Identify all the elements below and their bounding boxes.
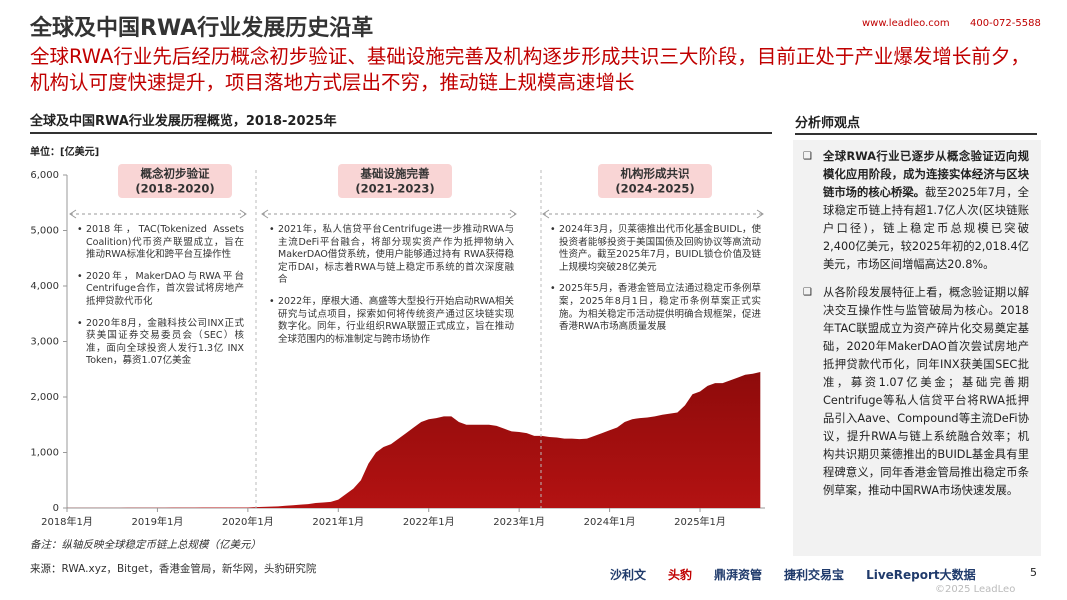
phase-items: 2024年3月，贝莱德推出代币化基金BUIDL，使投资者能够投资于美国国债及回购… <box>550 224 761 343</box>
y-tick-label: 0 <box>53 503 59 514</box>
x-tick-label: 2018年1月 <box>41 515 93 528</box>
phase-item: 2020年，MakerDAO与RWA平台Centrifuge合作，首次尝试将房地… <box>77 271 244 309</box>
phase-items: 2021年，私人信贷平台Centrifuge进一步推动RWA与主流DeFi平台融… <box>269 224 514 355</box>
phase-period: (2021-2023) <box>355 182 434 196</box>
phase-name: 概念初步验证 <box>141 167 210 181</box>
logo: 头豹 <box>668 568 693 582</box>
phase-item: 2025年5月，香港金管局立法通过稳定币条例草案，2025年8月1日，稳定币条例… <box>550 283 761 333</box>
x-tick-label: 2020年1月 <box>222 515 274 528</box>
logos: 沙利文 头豹 鼎湃资管 捷利交易宝 LiveReport大数据 <box>610 566 976 583</box>
analyst-title: 分析师观点 <box>795 112 1037 135</box>
chart-title: 全球及中国RWA行业发展历程概览，2018-2025年 <box>30 110 772 134</box>
phase-box <box>338 164 452 198</box>
phase-item: 2024年3月，贝莱德推出代币化基金BUIDL，使投资者能够投资于美国国债及回购… <box>550 224 761 274</box>
subtitle: 全球RWA行业先后经历概念初步验证、基础设施完善及机构逐步形成共识三大阶段，目前… <box>30 45 1030 94</box>
chart: 0 1,000 2,000 3,000 4,000 5,000 6,000 2018年1月 20… <box>30 164 765 528</box>
phase-period: (2018-2020) <box>135 182 214 196</box>
logo: 捷利交易宝 <box>784 568 845 582</box>
analyst-text: 从各阶段发展特征上看，概念验证期以解决交互操作性与监管破局为核心。2018年TA… <box>823 286 1029 497</box>
phase-item: 2021年，私人信贷平台Centrifuge进一步推动RWA与主流DeFi平台融… <box>269 224 514 287</box>
phase-name: 基础设施完善 <box>360 167 430 181</box>
phase-box <box>118 164 232 198</box>
arrow-head <box>69 209 247 219</box>
unit: 单位：[亿美元] <box>30 147 100 158</box>
y-tick-label: 4,000 <box>30 281 59 292</box>
analyst-point: 从各阶段发展特征上看，概念验证期以解决交互操作性与监管破局为核心。2018年TA… <box>803 284 1029 500</box>
arrow-head <box>542 209 764 219</box>
page-number: 5 <box>1030 566 1037 579</box>
source: 来源：RWA.xyz，Bitget，香港金管局，新华网，头豹研究院 <box>30 563 317 575</box>
phase-items: 2018年，TAC(Tokenized Assets Coalition)代币资… <box>77 224 244 377</box>
x-tick-label: 2022年1月 <box>403 515 455 528</box>
logo: LiveReport大数据 <box>866 568 976 582</box>
y-tick-label: 3,000 <box>30 337 59 348</box>
page-title: 全球及中国RWA行业发展历史沿革 <box>30 16 374 41</box>
note: 备注：纵轴反映全球稳定币链上总规模（亿美元） <box>30 539 261 551</box>
phone: 400-072-5588 <box>970 18 1041 29</box>
y-tick-label: 2,000 <box>30 392 59 403</box>
analyst-bold: 全球RWA行业已逐步从概念验证迈向规模化应用阶段，成为连接实体经济与区块链市场的… <box>823 150 1029 199</box>
x-tick-label: 2019年1月 <box>132 515 184 528</box>
phase-item: 2020年8月，金融科技公司INX正式获美国证券交易委员会（SEC）核准，面向全… <box>77 318 244 368</box>
x-tick-label: 2024年1月 <box>584 515 636 528</box>
analyst-box: 全球RWA行业已逐步从概念验证迈向规模化应用阶段，成为连接实体经济与区块链市场的… <box>793 140 1041 556</box>
x-tick-label: 2025年1月 <box>674 515 726 528</box>
phase-period: (2024-2025) <box>615 182 694 196</box>
x-tick-label: 2023年1月 <box>493 515 545 528</box>
area <box>67 372 761 508</box>
phase-item: 2018年，TAC(Tokenized Assets Coalition)代币资… <box>77 224 244 262</box>
copyright: ©2025 LeadLeo <box>935 584 1016 595</box>
phase-name: 机构形成共识 <box>621 167 690 181</box>
analyst-text: 截至2025年7月，全球稳定币链上持有超1.7亿人次(区块链账户口径)，链上稳定… <box>823 186 1029 271</box>
x-tick-label: 2021年1月 <box>312 515 364 528</box>
logo: 鼎湃资管 <box>714 568 763 582</box>
arrow-head <box>261 209 517 219</box>
phase-item: 2022年，摩根大通、高盛等大型投行开始启动RWA相关研究与试点项目，探索如何将… <box>269 296 514 346</box>
website: www.leadleo.com <box>862 18 950 29</box>
y-tick-label: 5,000 <box>30 226 59 237</box>
phase-box <box>598 164 712 198</box>
analyst-point: 全球RWA行业已逐步从概念验证迈向规模化应用阶段，成为连接实体经济与区块链市场的… <box>803 148 1029 274</box>
y-tick-label: 1,000 <box>30 448 59 459</box>
y-tick-label: 6,000 <box>30 170 59 181</box>
logo: 沙利文 <box>610 568 647 582</box>
